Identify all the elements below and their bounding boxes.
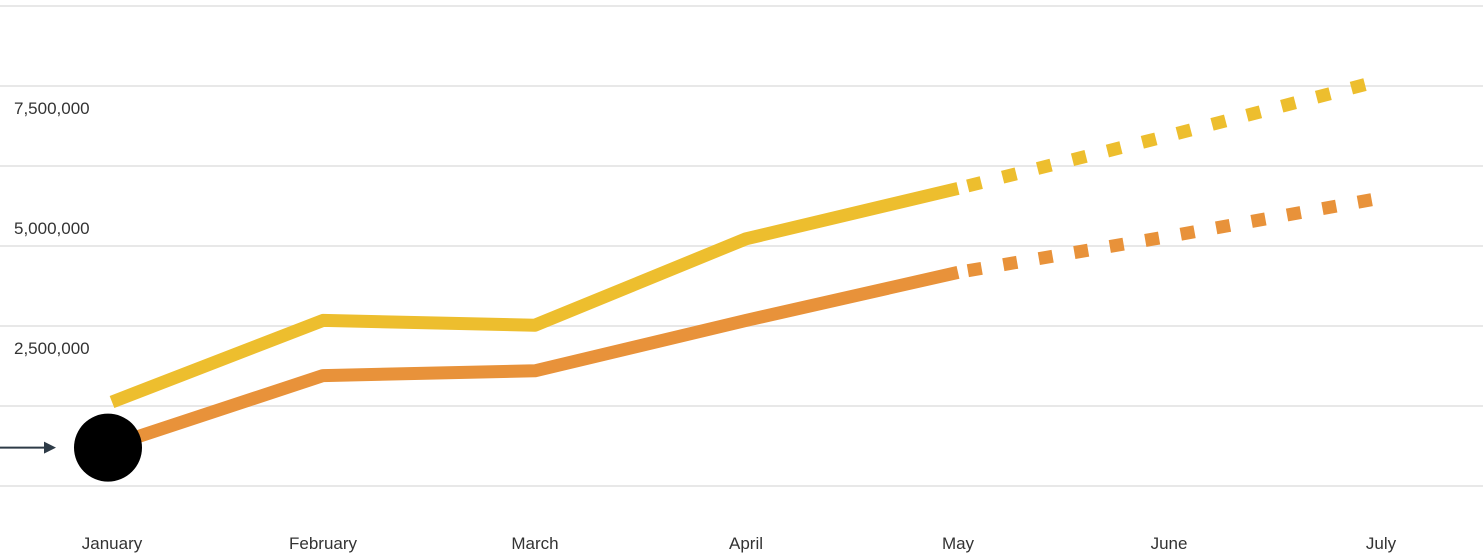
x-tick-label: July — [1366, 534, 1397, 553]
series-line-0 — [109, 182, 960, 409]
series-lines — [109, 74, 1383, 452]
x-axis-ticks: January February March April May June Ju… — [82, 534, 1397, 553]
x-tick-label: January — [82, 534, 143, 553]
x-tick-label: June — [1151, 534, 1188, 553]
series-line-1 — [109, 266, 960, 452]
x-tick-label: April — [729, 534, 763, 553]
series-projection-1 — [956, 191, 1383, 279]
x-tick-label: February — [289, 534, 358, 553]
x-tick-label: May — [942, 534, 975, 553]
x-tick-label: March — [511, 534, 558, 553]
start-marker-annotation — [0, 413, 142, 482]
y-tick-label: 2,500,000 — [14, 339, 90, 358]
start-marker-dot — [74, 413, 142, 482]
y-tick-label: 7,500,000 — [14, 99, 90, 118]
y-axis-ticks: 2,500,000 5,000,000 7,500,000 — [14, 99, 90, 358]
series-projection-0 — [956, 74, 1383, 195]
y-tick-label: 5,000,000 — [14, 219, 90, 238]
arrow-head-icon — [44, 441, 56, 454]
